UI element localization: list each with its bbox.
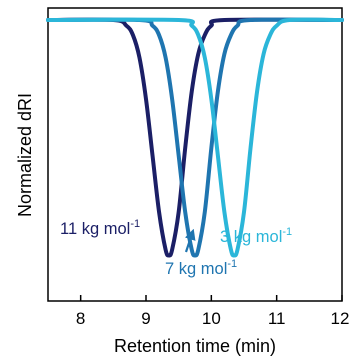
annotation-11-kg-text: 11 kg mol bbox=[60, 220, 130, 238]
y-axis-title: Normalized dRI bbox=[15, 93, 35, 217]
series-line-3 bbox=[46, 17, 344, 258]
annotation-7-kg-arrow bbox=[184, 228, 196, 253]
x-axis-ticks: 8 9 10 11 12 bbox=[76, 295, 350, 328]
series-layer bbox=[46, 17, 344, 258]
annotation-11-kg-sup: -1 bbox=[130, 218, 140, 230]
annotation-3-kg-text: 3 kg mol bbox=[220, 228, 282, 246]
x-tick-label-12: 12 bbox=[331, 309, 350, 328]
annotation-7-kg: 7 kg mol-1 bbox=[165, 258, 237, 278]
annotation-7-kg-sup: -1 bbox=[227, 258, 237, 270]
x-tick-label-10: 10 bbox=[202, 309, 221, 328]
series-line-2 bbox=[46, 17, 344, 258]
annotation-11-kg: 11 kg mol-1 bbox=[60, 218, 140, 238]
series-line-1 bbox=[46, 17, 344, 258]
x-tick-label-8: 8 bbox=[76, 309, 85, 328]
x-axis-title: Retention time (min) bbox=[114, 336, 276, 356]
annotation-3-kg-sup: -1 bbox=[282, 226, 292, 238]
x-tick-label-11: 11 bbox=[268, 309, 286, 328]
plot-frame bbox=[47, 7, 343, 302]
x-tick-label-9: 9 bbox=[141, 309, 150, 328]
annotation-7-kg-text: 7 kg mol bbox=[165, 260, 227, 278]
annotation-3-kg: 3 kg mol-1 bbox=[220, 226, 292, 246]
